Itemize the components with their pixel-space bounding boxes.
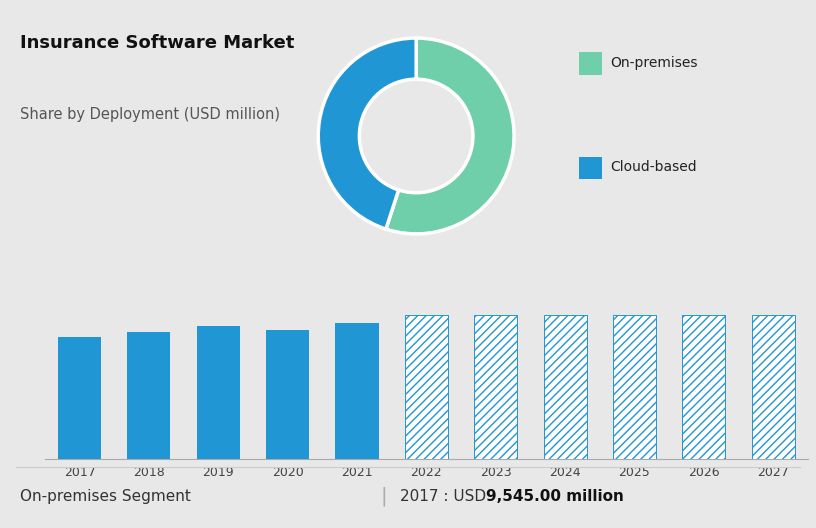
Bar (405, 315, 448, 459)
Text: Insurance Software Market: Insurance Software Market (20, 34, 295, 52)
Wedge shape (386, 38, 514, 234)
Bar (474, 315, 517, 459)
Text: On-premises: On-premises (610, 56, 698, 70)
Bar (613, 315, 656, 459)
Text: 9,545.00 million: 9,545.00 million (486, 489, 623, 504)
Wedge shape (318, 38, 416, 229)
Bar (197, 326, 240, 459)
Bar (752, 315, 795, 459)
Bar (58, 337, 101, 459)
Text: |: | (380, 487, 387, 506)
Text: Cloud-based: Cloud-based (610, 161, 697, 174)
Bar (266, 329, 309, 459)
Bar (543, 315, 587, 459)
Text: 2017 : USD: 2017 : USD (400, 489, 491, 504)
Text: Share by Deployment (USD million): Share by Deployment (USD million) (20, 107, 281, 122)
Bar (579, 52, 602, 74)
Bar (682, 315, 725, 459)
Bar (127, 332, 171, 459)
Bar (335, 323, 379, 459)
Bar (579, 157, 602, 179)
Text: On-premises Segment: On-premises Segment (20, 489, 191, 504)
